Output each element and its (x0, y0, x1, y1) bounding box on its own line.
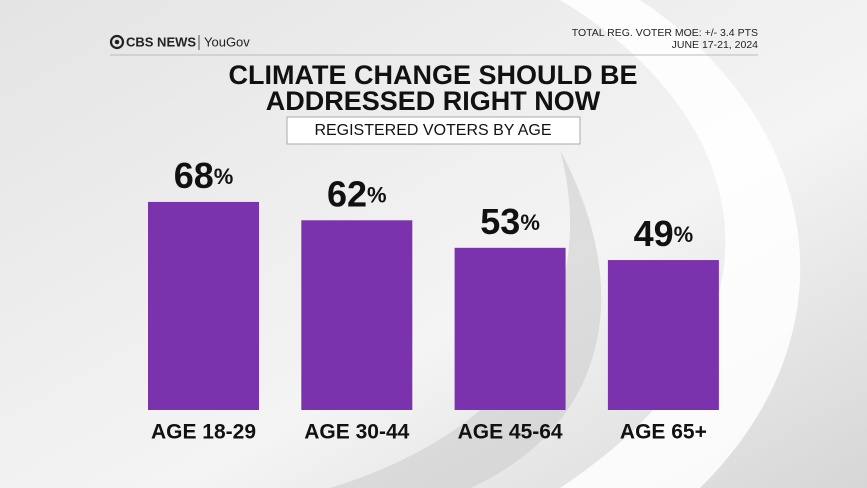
x-tick-label: AGE 45-64 (458, 421, 563, 444)
chart-subtitle: REGISTERED VOTERS BY AGE (314, 122, 551, 139)
x-tick-label: AGE 18-29 (151, 421, 256, 444)
chart-title: CLIMATE CHANGE SHOULD BE (229, 60, 638, 90)
subtitle-box (286, 116, 581, 145)
brand-partner: YouGov (204, 34, 250, 49)
bar (454, 247, 566, 410)
x-tick-label: AGE 65+ (620, 421, 707, 444)
bar (607, 260, 719, 410)
background-swoosh (560, 0, 801, 488)
logo-eye (114, 39, 120, 45)
bar (148, 201, 259, 410)
value-label: 53% (480, 200, 540, 241)
chart-title: ADDRESSED RIGHT NOW (266, 86, 601, 116)
x-tick-label: AGE 30-44 (304, 421, 409, 444)
bar (301, 220, 413, 410)
value-label: 49% (634, 213, 694, 254)
value-label: 68% (174, 154, 234, 195)
note: TOTAL REG. VOTER MOE: +/- 3.4 PTS (572, 27, 758, 39)
logo-eye (109, 34, 125, 50)
brand-network: CBS NEWS (126, 34, 196, 49)
note: JUNE 17-21, 2024 (672, 39, 759, 51)
value-label: 62% (327, 173, 387, 214)
